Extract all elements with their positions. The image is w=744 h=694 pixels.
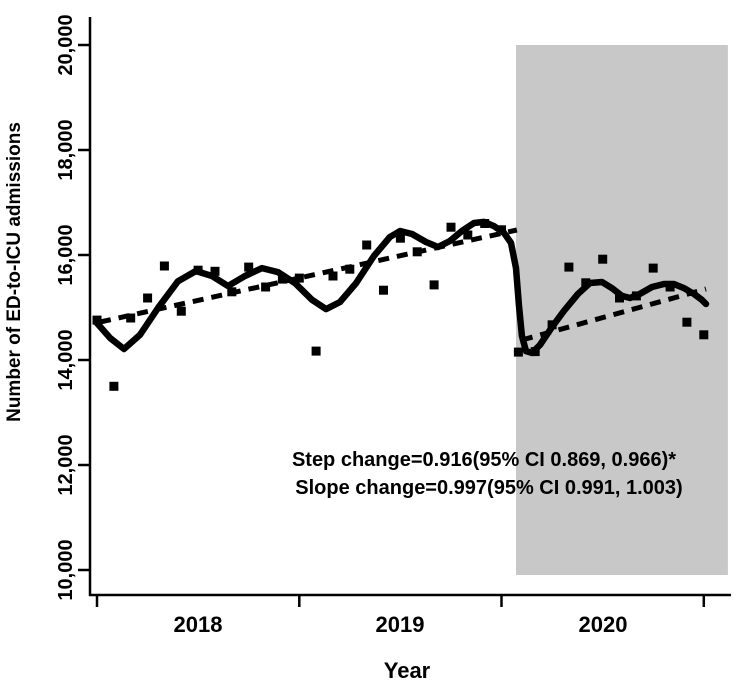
y-tick-label-18000: 18,000	[55, 119, 77, 180]
y-tick-label-10000: 10,000	[55, 539, 77, 600]
y-tick-label-20000: 20,000	[55, 14, 77, 75]
data-point	[379, 285, 388, 295]
data-point	[463, 230, 473, 240]
loess-curve-path	[92, 218, 710, 357]
y-axis-tick-labels: 10,000 12,000 14,000 16,000 18,000 20,00…	[55, 14, 77, 600]
data-point	[547, 320, 557, 330]
data-point	[648, 263, 658, 273]
data-point	[446, 222, 456, 232]
data-point	[345, 264, 355, 274]
data-point	[564, 262, 574, 272]
stats-annotation: Step change=0.916(95% CI 0.869, 0.966)* …	[292, 449, 683, 499]
smoothed-fit-curve	[92, 218, 710, 357]
x-axis-tick-marks	[95, 595, 706, 607]
data-point	[362, 240, 372, 250]
data-point	[513, 347, 523, 357]
data-point	[126, 313, 136, 323]
data-point	[665, 282, 675, 292]
step-change-annotation: Step change=0.916(95% CI 0.869, 0.966)*	[292, 449, 676, 471]
data-point	[227, 287, 237, 297]
data-point	[699, 330, 709, 340]
trend-line-segment	[99, 227, 518, 325]
x-tick-label-2020: 2020	[579, 612, 628, 637]
data-point	[480, 219, 490, 228]
y-axis-title: Number of ED-to-ICU admissions	[4, 122, 25, 422]
x-tick-label-2018: 2018	[174, 612, 223, 637]
data-point	[210, 266, 220, 276]
data-point	[682, 317, 692, 327]
data-point	[277, 274, 287, 284]
data-point	[193, 265, 203, 275]
data-point	[497, 225, 506, 235]
data-point	[244, 262, 254, 272]
y-tick-label-12000: 12,000	[55, 434, 77, 495]
data-point	[92, 315, 102, 325]
data-point	[328, 271, 338, 281]
data-point	[261, 282, 271, 292]
data-point	[530, 347, 540, 357]
x-tick-label-2019: 2019	[376, 612, 425, 637]
data-point	[395, 233, 405, 243]
axes	[78, 17, 731, 607]
trend-line-segment	[521, 286, 707, 343]
scatter-points	[92, 219, 709, 391]
data-point	[294, 273, 304, 283]
data-point	[615, 293, 624, 303]
y-tick-label-16000: 16,000	[55, 224, 77, 285]
data-point	[581, 278, 591, 288]
y-axis-tick-marks	[78, 43, 90, 572]
data-point	[159, 261, 169, 271]
data-point	[429, 280, 439, 290]
data-point	[412, 247, 422, 257]
data-point	[598, 254, 608, 264]
x-axis-tick-labels: 2018 2019 2020	[174, 612, 628, 637]
data-point	[109, 381, 119, 391]
slope-change-annotation: Slope change=0.997(95% CI 0.991, 1.003)	[295, 477, 682, 499]
x-axis-title: Year	[384, 658, 431, 683]
y-tick-label-14000: 14,000	[55, 329, 77, 390]
data-point	[176, 306, 186, 316]
data-point	[311, 346, 321, 356]
dashed-trend-lines	[99, 227, 707, 343]
data-point	[143, 293, 153, 303]
data-point	[631, 291, 641, 301]
